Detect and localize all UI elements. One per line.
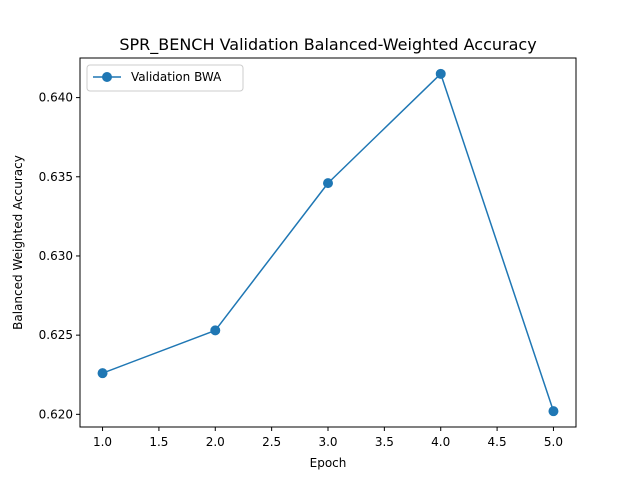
chart-title: SPR_BENCH Validation Balanced-Weighted A…	[119, 35, 536, 55]
x-tick-label: 2.0	[206, 435, 225, 449]
x-tick-label: 3.5	[375, 435, 394, 449]
y-tick-label: 0.625	[39, 328, 73, 342]
plot-frame	[79, 57, 577, 428]
data-point	[548, 406, 559, 417]
x-tick-label: 5.0	[544, 435, 563, 449]
data-point	[97, 368, 108, 379]
x-tick-label: 3.0	[318, 435, 337, 449]
legend-label-validation-bwa: Validation BWA	[131, 70, 222, 84]
x-tick-label: 2.5	[262, 435, 281, 449]
y-tick-label: 0.635	[39, 170, 73, 184]
y-tick-label: 0.640	[39, 91, 73, 105]
y-axis-label: Balanced Weighted Accuracy	[11, 155, 25, 330]
y-tick-label: 0.620	[39, 407, 73, 421]
x-tick-label: 4.0	[431, 435, 450, 449]
x-axis-label: Epoch	[310, 456, 347, 470]
x-axis-ticks: 1.0 1.5 2.0 2.5 3.0 3.5 4.0 4.5 5.0	[93, 427, 563, 449]
data-point	[210, 325, 221, 336]
data-point	[323, 178, 333, 189]
x-tick-label: 4.5	[488, 435, 507, 449]
data-point	[435, 68, 446, 79]
legend: Validation BWA	[86, 64, 244, 92]
legend-box	[86, 64, 244, 92]
legend-marker-swatch	[102, 72, 112, 82]
y-tick-label: 0.630	[39, 249, 73, 263]
series-layer	[97, 68, 559, 417]
y-axis-ticks: 0.620 0.625 0.630 0.635 0.640	[39, 91, 80, 421]
x-tick-label: 1.0	[93, 435, 112, 449]
x-tick-label: 1.5	[149, 435, 168, 449]
